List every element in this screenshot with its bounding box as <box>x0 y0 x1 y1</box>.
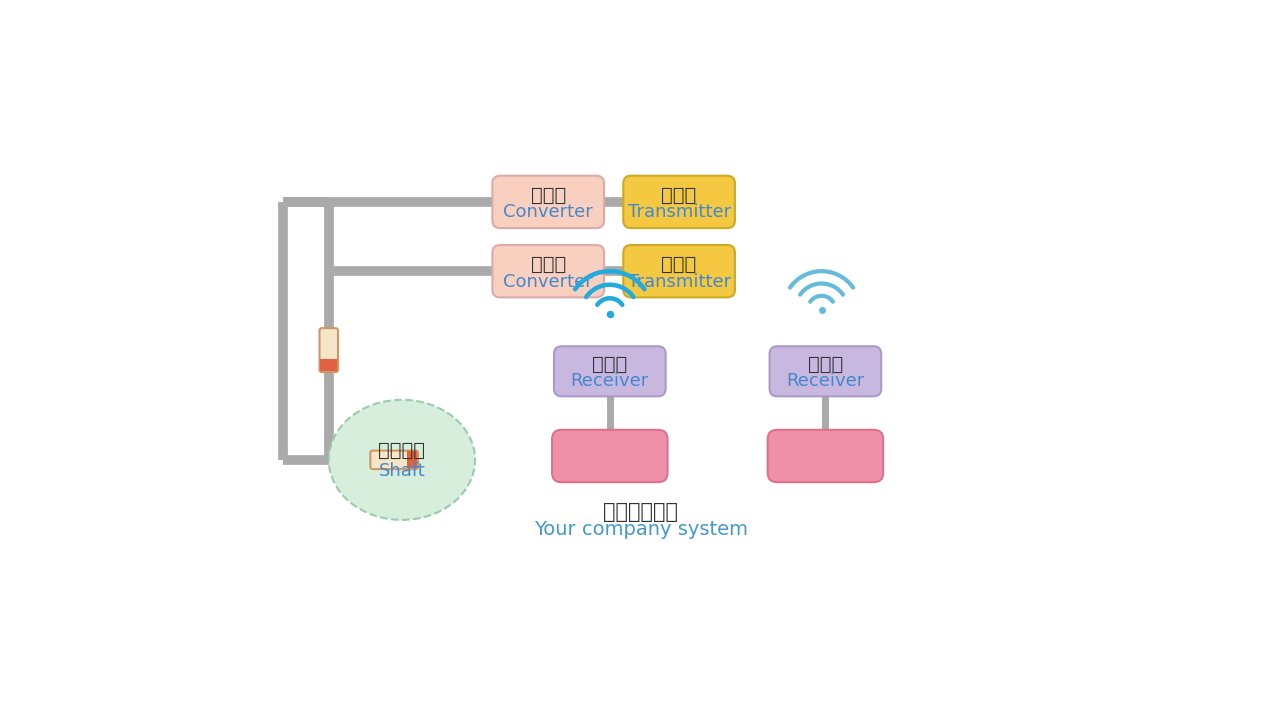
Text: Converter: Converter <box>503 203 593 221</box>
Text: シャフト: シャフト <box>379 441 425 460</box>
Text: 受信器: 受信器 <box>808 355 844 374</box>
Bar <box>320 359 337 372</box>
Text: Receiver: Receiver <box>786 372 864 390</box>
Text: 発信器: 発信器 <box>662 255 696 274</box>
Text: 変換器: 変換器 <box>531 255 566 274</box>
Text: Transmitter: Transmitter <box>627 273 731 291</box>
FancyBboxPatch shape <box>370 451 419 469</box>
Text: Converter: Converter <box>503 273 593 291</box>
FancyBboxPatch shape <box>623 245 735 297</box>
Text: Receiver: Receiver <box>571 372 649 390</box>
FancyBboxPatch shape <box>623 176 735 228</box>
Text: 受信器: 受信器 <box>593 355 627 374</box>
FancyBboxPatch shape <box>552 430 668 482</box>
Text: 発信器: 発信器 <box>662 186 696 204</box>
Bar <box>407 451 417 468</box>
Text: 変換器: 変換器 <box>531 186 566 204</box>
Ellipse shape <box>329 400 475 520</box>
FancyBboxPatch shape <box>493 245 604 297</box>
FancyBboxPatch shape <box>320 328 338 372</box>
Text: Your company system: Your company system <box>534 520 748 539</box>
FancyBboxPatch shape <box>554 346 666 396</box>
FancyBboxPatch shape <box>769 346 881 396</box>
FancyBboxPatch shape <box>768 430 883 482</box>
Text: Shaft: Shaft <box>379 462 425 480</box>
Text: 貴社システム: 貴社システム <box>603 503 678 522</box>
FancyBboxPatch shape <box>493 176 604 228</box>
Text: Transmitter: Transmitter <box>627 203 731 221</box>
